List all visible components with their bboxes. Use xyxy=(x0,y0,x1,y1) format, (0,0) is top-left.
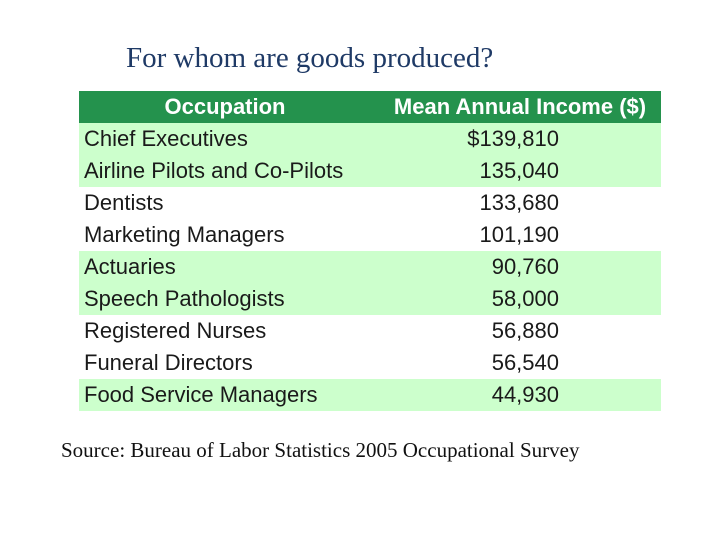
occupation-cell: Airline Pilots and Co-Pilots xyxy=(84,158,344,183)
occupation-cell: Funeral Directors xyxy=(84,350,253,375)
slide-title: For whom are goods produced? xyxy=(126,42,494,74)
income-cell: 58,000 xyxy=(491,286,559,311)
income-cell: 56,880 xyxy=(491,318,559,343)
income-cell: 133,680 xyxy=(479,190,559,215)
table-row: Marketing Managers 101,190 xyxy=(79,219,661,251)
income-cell: 135,040 xyxy=(479,158,559,183)
occupation-cell: Chief Executives xyxy=(84,126,248,151)
occupation-cell: Speech Pathologists xyxy=(84,286,285,311)
table-row: Chief Executives $139,810 xyxy=(79,123,661,155)
table-row: Speech Pathologists 58,000 xyxy=(79,283,661,315)
table-row: Airline Pilots and Co-Pilots 135,040 xyxy=(79,155,661,187)
occupation-cell: Dentists xyxy=(84,190,164,215)
occupation-cell: Actuaries xyxy=(84,254,176,279)
header-income: Mean Annual Income ($) xyxy=(393,94,647,119)
table-row: Funeral Directors 56,540 xyxy=(79,347,661,379)
source-note: Source: Bureau of Labor Statistics 2005 … xyxy=(61,438,580,462)
table-header-row: Occupation Mean Annual Income ($) xyxy=(79,91,661,123)
table-row: Actuaries 90,760 xyxy=(79,251,661,283)
income-cell: 56,540 xyxy=(491,350,559,375)
table-row: Dentists 133,680 xyxy=(79,187,661,219)
table-row: Food Service Managers 44,930 xyxy=(79,379,661,411)
income-cell: $139,810 xyxy=(467,126,559,151)
occupation-cell: Food Service Managers xyxy=(84,382,318,407)
occupation-cell: Registered Nurses xyxy=(84,318,267,343)
income-cell: 101,190 xyxy=(479,222,559,247)
header-occupation: Occupation xyxy=(164,94,286,119)
income-cell: 44,930 xyxy=(491,382,559,407)
occupation-cell: Marketing Managers xyxy=(84,222,285,247)
income-table: Occupation Mean Annual Income ($) Chief … xyxy=(79,91,661,411)
income-cell: 90,760 xyxy=(491,254,559,279)
table-row: Registered Nurses 56,880 xyxy=(79,315,661,347)
